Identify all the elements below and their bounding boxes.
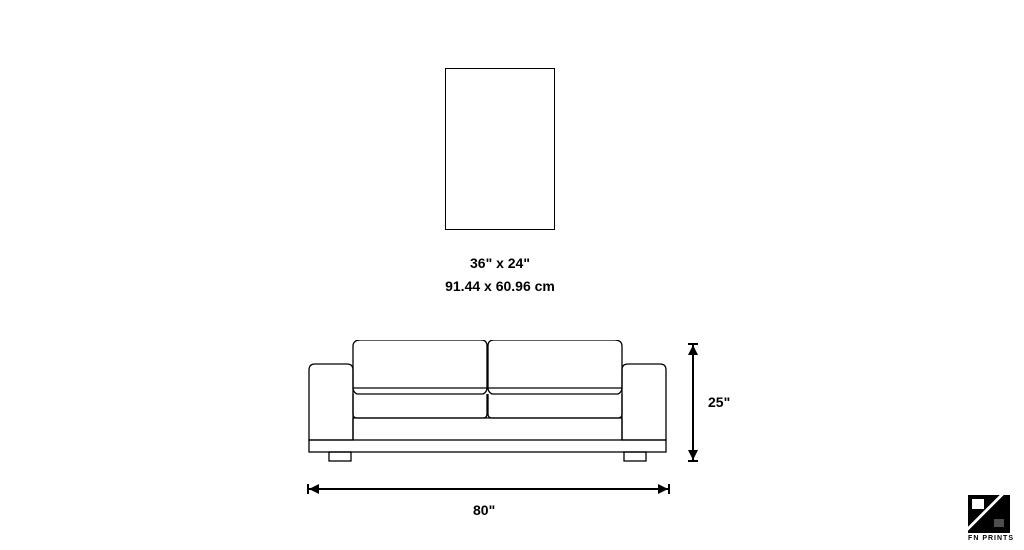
frame-size-inches: 36" x 24" (430, 255, 570, 271)
sofa-illustration (305, 340, 670, 470)
sofa-width-label: 80" (473, 502, 495, 518)
height-dim-line (692, 345, 694, 460)
sofa-height-label: 25" (708, 394, 730, 410)
frame-size-cm: 91.44 x 60.96 cm (418, 278, 582, 294)
logo-mark-icon (968, 495, 1010, 533)
width-dim-line (309, 488, 669, 490)
logo-text: FN PRINTS (968, 535, 1014, 542)
height-arrow-down (688, 450, 698, 460)
height-tick-bottom (688, 460, 698, 462)
brand-logo: FN PRINTS (968, 495, 1014, 542)
width-arrow-right (658, 484, 668, 494)
picture-frame (445, 68, 555, 230)
